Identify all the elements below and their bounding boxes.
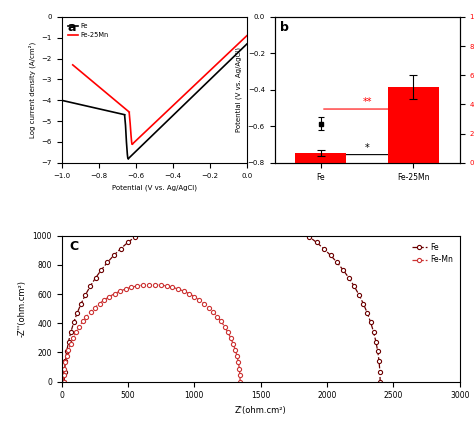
Fe-25Mn xyxy=(129,142,135,147)
Fe-Mn xyxy=(164,283,169,288)
Fe-Mn xyxy=(158,282,164,287)
Line: Fe: Fe xyxy=(62,206,382,384)
Fe xyxy=(62,369,67,374)
Fe-Mn xyxy=(170,285,175,290)
Fe xyxy=(377,379,383,384)
Fe xyxy=(126,156,131,161)
Fe-25Mn xyxy=(240,37,246,42)
Fe-Mn xyxy=(236,360,241,365)
Legend: Fe, Fe-25Mn: Fe, Fe-25Mn xyxy=(65,20,111,41)
Fe-Mn xyxy=(88,310,93,315)
Fe-25Mn xyxy=(244,33,250,38)
Fe xyxy=(150,132,156,137)
Fe xyxy=(368,320,374,325)
Fe-Mn xyxy=(219,319,224,324)
Fe-Mn xyxy=(152,282,158,287)
Fe xyxy=(191,92,197,98)
Fe-Mn xyxy=(92,305,98,310)
Fe-Mn xyxy=(140,282,146,287)
Fe-Mn xyxy=(206,305,212,310)
Fe-Mn xyxy=(107,294,112,299)
Fe-Mn xyxy=(76,324,82,329)
Fe-Mn xyxy=(62,366,67,371)
Fe-Mn xyxy=(237,373,243,378)
Fe xyxy=(219,206,225,211)
Text: b: b xyxy=(280,21,289,34)
Fe-Mn xyxy=(134,283,140,288)
Fe-25Mn xyxy=(160,112,166,117)
X-axis label: Potential (V vs. Ag/AgCl): Potential (V vs. Ag/AgCl) xyxy=(112,184,197,191)
Fe-Mn xyxy=(66,347,72,352)
Fe-Mn xyxy=(61,379,66,384)
Line: Fe-25Mn: Fe-25Mn xyxy=(132,36,247,144)
Fe-Mn xyxy=(123,287,128,292)
Fe-Mn xyxy=(225,329,231,335)
X-axis label: Z'(ohm.cm²): Z'(ohm.cm²) xyxy=(235,406,287,415)
Fe-Mn xyxy=(191,294,197,299)
Fe xyxy=(207,77,213,82)
Fe xyxy=(62,379,67,384)
Fe xyxy=(219,66,225,71)
Fe-Mn xyxy=(83,314,89,319)
Fe-Mn xyxy=(237,379,243,384)
Fe-Mn xyxy=(112,291,118,296)
Text: a: a xyxy=(67,21,76,34)
Fe-Mn xyxy=(228,335,234,340)
Text: C: C xyxy=(70,240,79,253)
Fe-Mn xyxy=(197,297,202,302)
Fe-Mn xyxy=(61,373,67,378)
Y-axis label: Log current density (A/cm²): Log current density (A/cm²) xyxy=(28,42,36,138)
Fe xyxy=(334,260,340,265)
Fe-Mn xyxy=(117,289,123,294)
Fe-25Mn xyxy=(209,67,214,72)
Fe-25Mn xyxy=(193,81,199,86)
Fe-25Mn xyxy=(220,56,226,61)
Fe-Mn xyxy=(63,360,68,365)
Fe-Mn xyxy=(222,324,228,329)
Fe-Mn xyxy=(230,341,236,346)
Fe xyxy=(351,284,357,289)
Fe-25Mn xyxy=(154,119,159,124)
Fe-Mn xyxy=(146,282,152,287)
Fe-Mn xyxy=(175,287,181,292)
Line: Fe: Fe xyxy=(128,44,247,159)
Fe-Mn xyxy=(181,289,186,294)
Line: Fe-Mn: Fe-Mn xyxy=(62,282,242,384)
Fe-Mn xyxy=(64,354,70,359)
Fe xyxy=(157,125,163,130)
Fe-Mn xyxy=(214,314,220,319)
Fe-Mn xyxy=(237,366,242,371)
Fe-Mn xyxy=(128,285,134,290)
Fe-Mn xyxy=(97,301,102,306)
Fe xyxy=(240,45,246,50)
Bar xyxy=(295,153,346,163)
Fe-Mn xyxy=(186,291,192,296)
Fe-Mn xyxy=(234,354,240,359)
Fe-Mn xyxy=(101,297,107,302)
Fe-Mn xyxy=(68,341,73,346)
Fe-Mn xyxy=(210,310,216,315)
Fe xyxy=(68,329,74,335)
Y-axis label: -Z''(ohm.cm²): -Z''(ohm.cm²) xyxy=(18,280,27,337)
Y-axis label: Potential (V vs. Ag/AgCl): Potential (V vs. Ag/AgCl) xyxy=(236,47,242,132)
Fe xyxy=(244,42,250,47)
Fe-Mn xyxy=(80,319,85,324)
Text: **: ** xyxy=(363,97,372,107)
Fe-Mn xyxy=(73,329,79,335)
Fe-Mn xyxy=(201,301,207,306)
Legend: Fe, Fe-Mn: Fe, Fe-Mn xyxy=(409,240,456,268)
Fe xyxy=(282,220,288,225)
Text: *: * xyxy=(365,143,370,153)
Fe-Mn xyxy=(70,335,76,340)
Fe-Mn xyxy=(232,347,238,352)
Bar xyxy=(388,87,439,163)
